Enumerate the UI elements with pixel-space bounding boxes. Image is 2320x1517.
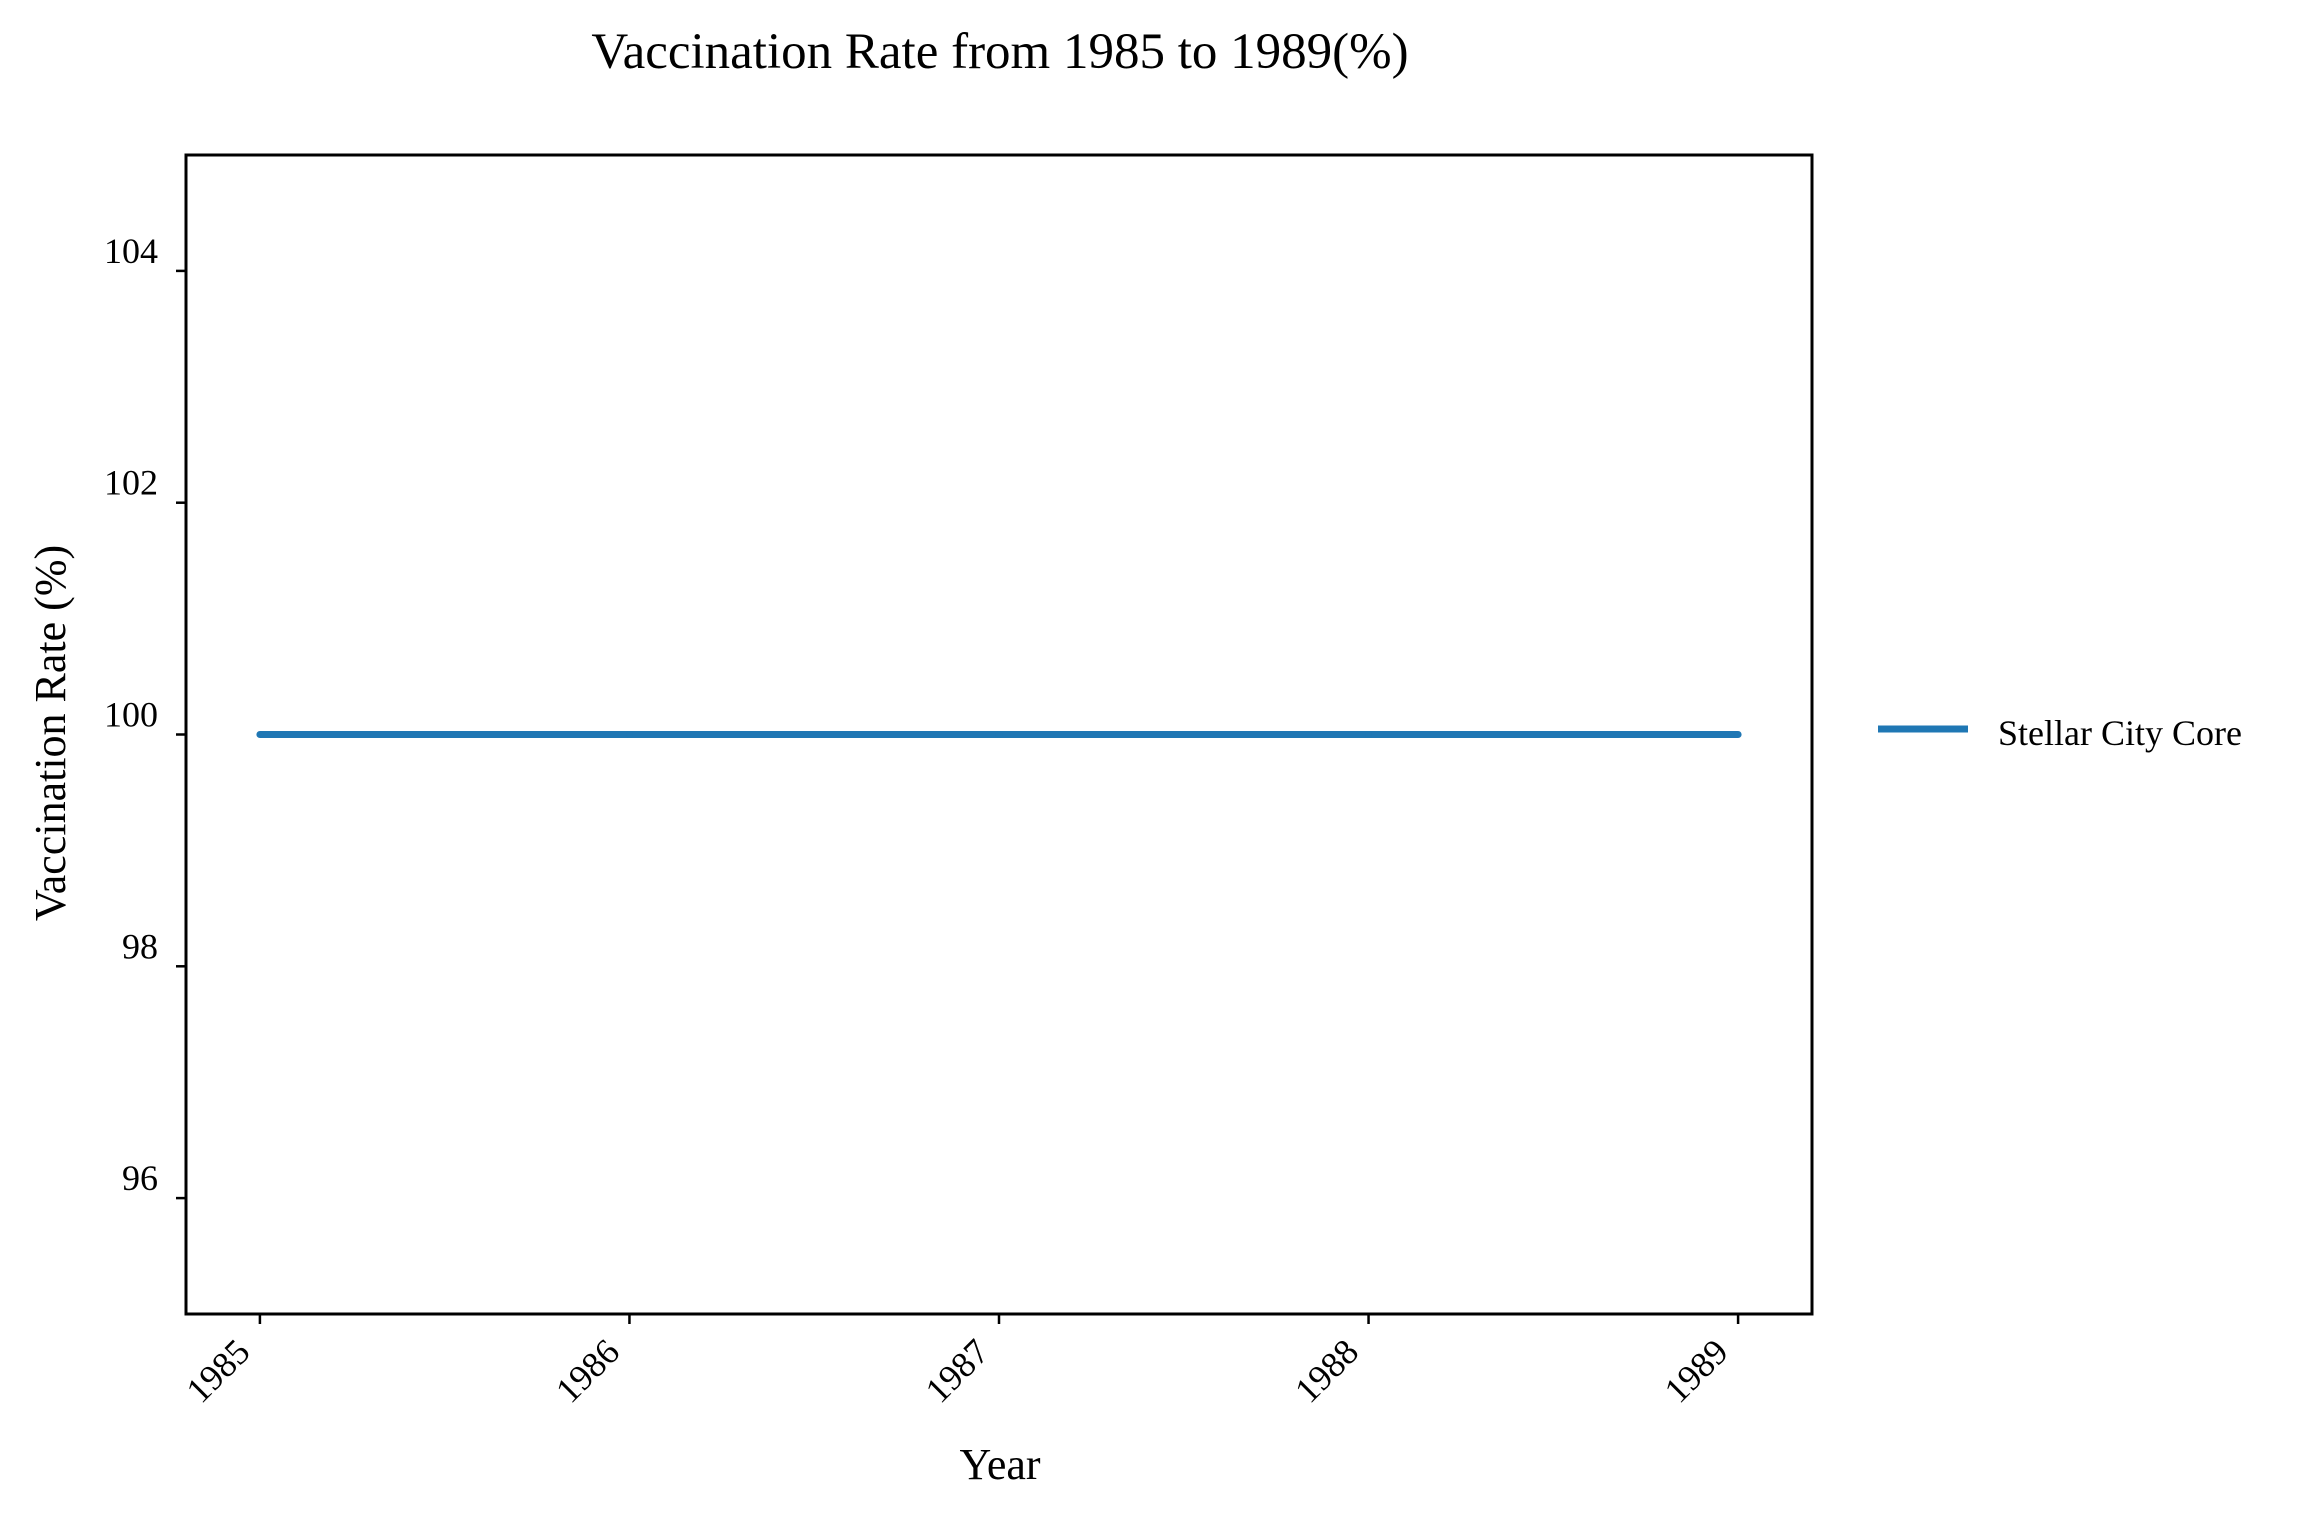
data-point: [1734, 731, 1742, 738]
plot-frame: [184, 153, 1814, 1316]
legend: Stellar City Core: [1878, 713, 2242, 753]
data-point: [1365, 731, 1373, 738]
y-tick-label: 102: [104, 463, 158, 503]
chart-title: Vaccination Rate from 1985 to 1989(%): [591, 24, 1408, 80]
data-point: [625, 731, 633, 738]
y-tick-label: 100: [104, 695, 158, 735]
x-axis-label: Year: [959, 1440, 1040, 1489]
y-tick-label: 96: [122, 1158, 158, 1198]
y-axis-label: Vaccination Rate (%): [26, 545, 75, 921]
data-point: [995, 731, 1003, 738]
data-point: [256, 731, 264, 738]
legend-label: Stellar City Core: [1998, 713, 2242, 753]
y-tick-label: 104: [104, 231, 158, 271]
series-lines: [256, 731, 1742, 738]
y-tick-label: 98: [122, 926, 158, 966]
y-axis-ticks: 96 98 100 102 104: [104, 231, 186, 1200]
